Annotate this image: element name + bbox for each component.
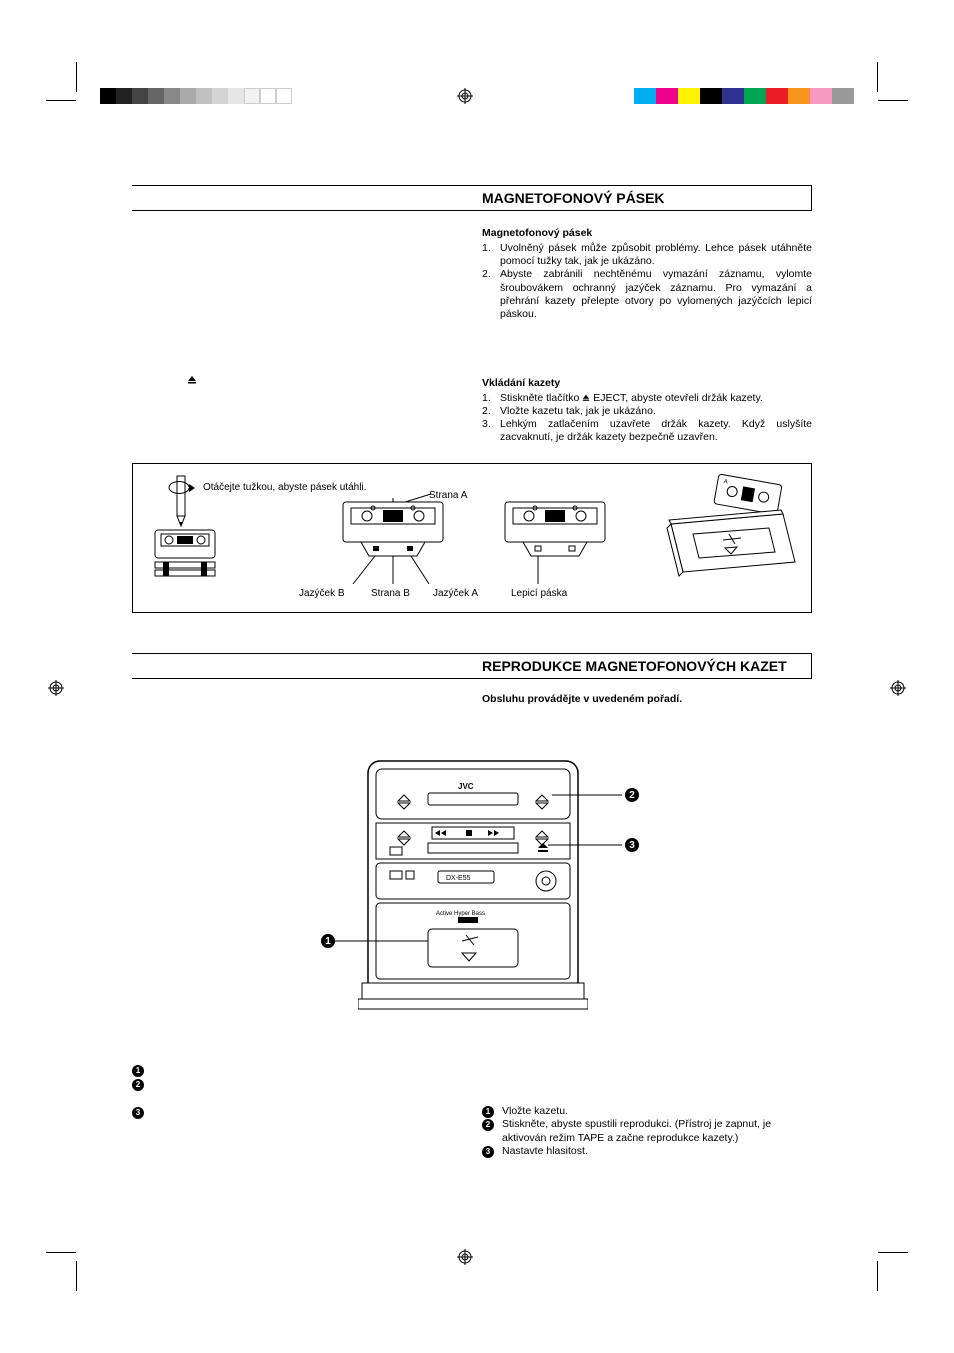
registration-mark-icon bbox=[457, 88, 473, 104]
grayscale-calibration-bar bbox=[100, 88, 292, 104]
diagram-label-side-b: Strana B bbox=[371, 588, 410, 599]
svg-text:1: 1 bbox=[325, 936, 331, 947]
section-heading-playback: REPRODUKCE MAGNETOFONOVÝCH KAZET bbox=[132, 653, 812, 679]
cassette-diagram: Otáčejte tužkou, abyste pásek utáhli. St… bbox=[132, 463, 812, 613]
step-1: Vložte kazetu. bbox=[502, 1105, 568, 1117]
diagram-label-tape: Lepicí páska bbox=[511, 588, 567, 599]
cassette-load-block: Vkládání kazety 1.Stiskněte tlačítko EJE… bbox=[482, 377, 812, 445]
section-heading-tape: MAGNETOFONOVÝ PÁSEK bbox=[132, 185, 812, 211]
tape-note-1: Uvolněný pásek může způsobit problémy. L… bbox=[500, 242, 812, 267]
registration-mark-icon bbox=[890, 680, 906, 696]
tape-notes-block: Magnetofonový pásek 1.Uvolněný pásek můž… bbox=[482, 227, 812, 321]
callout-1-icon: 1 bbox=[320, 933, 336, 949]
step-2: Stiskněte, abyste spustili reprodukci. (… bbox=[502, 1118, 771, 1144]
registration-mark-icon bbox=[457, 1249, 473, 1265]
device-illustration: JVC DX-E55 Active Hyper Bas bbox=[132, 745, 812, 1025]
svg-text:2: 2 bbox=[629, 790, 635, 801]
left-callout-numbers: 1 2 3 bbox=[132, 1065, 144, 1121]
registration-mark-icon bbox=[48, 680, 64, 696]
playback-steps: 1Vložte kazetu. 2Stiskněte, abyste spust… bbox=[482, 1105, 812, 1160]
diagram-label-tab-a: Jazýček A bbox=[433, 588, 478, 599]
color-calibration-bar bbox=[634, 88, 854, 104]
diagram-label-tab-b: Jazýček B bbox=[299, 588, 345, 599]
svg-text:3: 3 bbox=[629, 840, 635, 851]
playback-instruction: Obsluhu provádějte v uvedeném pořadí. bbox=[482, 693, 812, 705]
load-step-3: Lehkým zatlačením uzavřete držák kazety.… bbox=[500, 418, 812, 443]
subheading-load: Vkládání kazety bbox=[482, 377, 812, 390]
step-3: Nastavte hlasitost. bbox=[502, 1145, 588, 1157]
callout-2-icon: 2 bbox=[624, 787, 640, 803]
callout-3-icon: 3 bbox=[624, 837, 640, 853]
subheading-tape: Magnetofonový pásek bbox=[482, 227, 812, 240]
load-step-1: Stiskněte tlačítko EJECT, abyste otevřel… bbox=[500, 392, 763, 404]
load-step-2: Vložte kazetu tak, jak je ukázáno. bbox=[500, 405, 656, 417]
tape-note-2: Abyste zabránili nechtěnému vymazání záz… bbox=[500, 268, 812, 319]
diagram-label-rotate: Otáčejte tužkou, abyste pásek utáhli. bbox=[203, 482, 366, 493]
